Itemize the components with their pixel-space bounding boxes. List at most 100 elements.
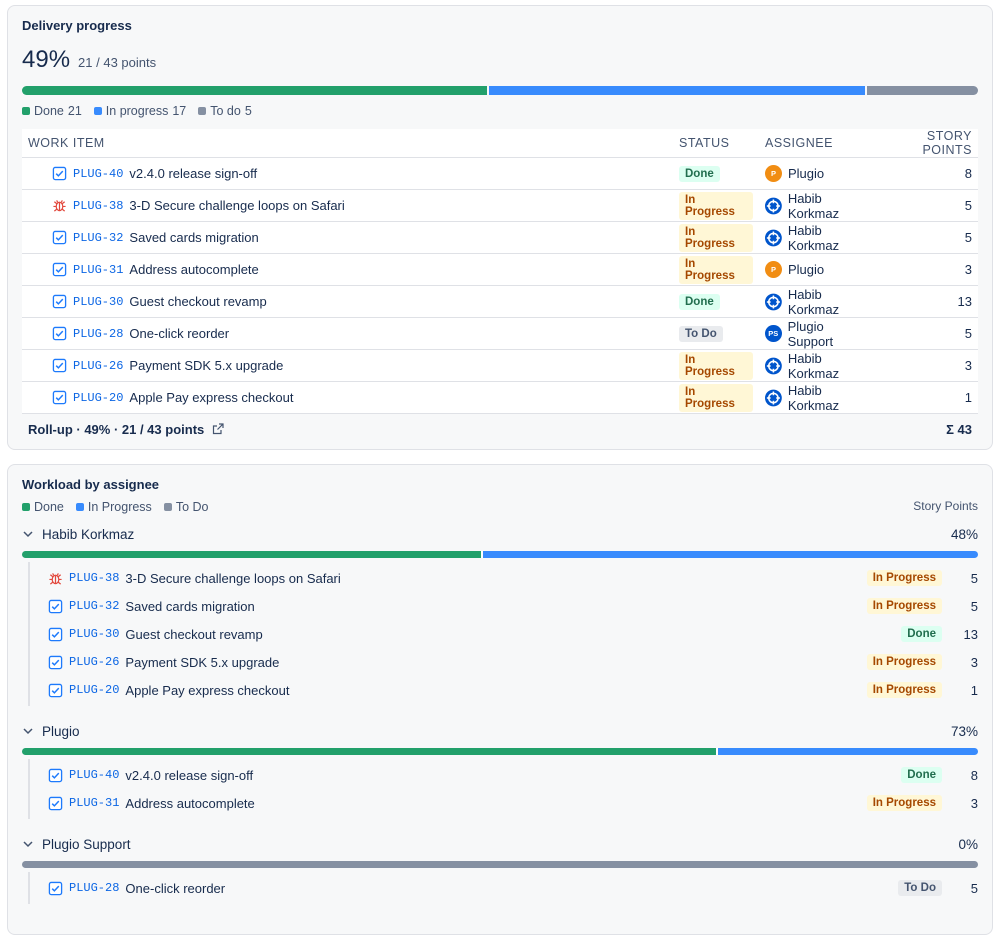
- legend-item: To Do: [163, 500, 208, 514]
- assignee: P Plugio: [765, 165, 871, 182]
- status-badge: In Progress: [679, 223, 753, 252]
- issue-key[interactable]: PLUG-28: [73, 326, 124, 341]
- group-header[interactable]: Habib Korkmaz 48%: [22, 523, 978, 545]
- issue-key[interactable]: PLUG-26: [69, 655, 120, 669]
- group-header[interactable]: Plugio 73%: [22, 720, 978, 742]
- issue-key[interactable]: PLUG-20: [73, 390, 124, 405]
- rollup[interactable]: Roll-up · 49% · 21 / 43 points: [22, 413, 877, 446]
- summary: One-click reorder: [129, 326, 230, 341]
- task-icon: [52, 262, 67, 277]
- assignee-group: Plugio Support 0% PLUG-28 One-click reorder…: [22, 833, 978, 904]
- issue-key[interactable]: PLUG-31: [73, 262, 124, 277]
- story-points: 3: [970, 795, 978, 811]
- issue-key[interactable]: PLUG-28: [69, 881, 120, 895]
- group-item[interactable]: PLUG-40 v2.4.0 release sign-off Done 8: [30, 761, 978, 789]
- issue-key[interactable]: PLUG-32: [73, 230, 124, 245]
- chevron[interactable]: [22, 838, 34, 850]
- assignee-name: Habib Korkmaz: [787, 222, 840, 253]
- summary: Saved cards migration: [125, 598, 255, 614]
- status-badge: In Progress: [866, 795, 942, 811]
- legend: Done 21 In progress 17 To do 5: [22, 103, 978, 119]
- story-points: 13: [963, 626, 978, 642]
- task-icon: [48, 768, 63, 782]
- assignee-cell: P Plugio: [759, 157, 877, 190]
- group-item[interactable]: PLUG-28 One-click reorder To Do 5: [30, 874, 978, 902]
- group-item[interactable]: PLUG-20 Apple Pay express checkout In Prog…: [30, 676, 978, 704]
- status-badge: In Progress: [679, 383, 753, 412]
- group-item[interactable]: PLUG-38 3-D Secure challenge loops on Saf…: [30, 564, 978, 592]
- work-item-cell: PLUG-31 Address autocomplete: [22, 253, 673, 286]
- column-header: WORK ITEM: [22, 129, 673, 158]
- table-row[interactable]: PLUG-26 Payment SDK 5.x upgrade In Progres…: [22, 349, 978, 382]
- group-item[interactable]: PLUG-32 Saved cards migration In Progress 5: [30, 592, 978, 620]
- issue-key[interactable]: PLUG-32: [69, 599, 120, 613]
- issue-key[interactable]: PLUG-40: [69, 768, 120, 782]
- summary: v2.4.0 release sign-off: [125, 767, 254, 783]
- table-row[interactable]: PLUG-31 Address autocomplete In Progress P P…: [22, 253, 978, 286]
- table-row[interactable]: PLUG-38 3-D Secure challenge loops on Saf…: [22, 189, 978, 222]
- issue-key[interactable]: PLUG-40: [73, 166, 124, 181]
- work-item-cell: PLUG-40 v2.4.0 release sign-off: [22, 157, 673, 190]
- legend-swatch: [22, 107, 30, 115]
- task-icon: [48, 796, 63, 810]
- bar-segment: [22, 861, 978, 868]
- status-badge: To Do: [679, 326, 723, 342]
- issue-key[interactable]: PLUG-30: [69, 627, 120, 641]
- legend-label: In progress: [105, 104, 169, 118]
- issue-key[interactable]: PLUG-26: [73, 358, 124, 373]
- status-badge: In Progress: [866, 682, 942, 698]
- chevron[interactable]: [22, 528, 34, 540]
- legend-value: 21: [67, 104, 82, 118]
- column-header: ASSIGNEE: [759, 129, 877, 158]
- summary: Apple Pay express checkout: [129, 390, 294, 405]
- task-icon: [52, 230, 67, 245]
- points-label: Story Points: [913, 499, 978, 513]
- task-icon: [52, 294, 67, 309]
- table-row[interactable]: PLUG-32 Saved cards migration In Progress H…: [22, 221, 978, 254]
- story-points: 5: [876, 317, 978, 350]
- summary: 3-D Secure challenge loops on Safari: [129, 198, 345, 213]
- work-item-cell: PLUG-30 Guest checkout revamp: [22, 285, 673, 318]
- column-header: STORY POINTS: [876, 129, 978, 158]
- chevron[interactable]: [22, 725, 34, 737]
- group-item[interactable]: PLUG-30 Guest checkout revamp Done 13: [30, 620, 978, 648]
- story-points: 5: [970, 570, 978, 586]
- status-cell: Done: [673, 157, 759, 190]
- work-item-cell: PLUG-32 Saved cards migration: [22, 221, 673, 254]
- work-item: PLUG-38 3-D Secure challenge loops on Saf…: [28, 198, 667, 213]
- assignee-name: Habib Korkmaz: [787, 286, 840, 317]
- avatar: PS: [765, 325, 782, 342]
- assignee: PS Plugio Support: [765, 319, 871, 349]
- work-item: PLUG-20 Apple Pay express checkout: [28, 390, 667, 405]
- table-row[interactable]: PLUG-30 Guest checkout revamp Done Habib Ko…: [22, 285, 978, 318]
- group-header[interactable]: Plugio Support 0%: [22, 833, 978, 855]
- summary: Payment SDK 5.x upgrade: [129, 358, 284, 373]
- issue-key[interactable]: PLUG-31: [69, 796, 120, 810]
- issue-key[interactable]: PLUG-30: [73, 294, 124, 309]
- summary: One-click reorder: [125, 880, 226, 896]
- status-cell: In Progress: [673, 381, 759, 414]
- status-badge: In Progress: [679, 351, 753, 380]
- issue-key[interactable]: PLUG-20: [69, 683, 120, 697]
- story-points: 1: [876, 381, 978, 414]
- summary: v2.4.0 release sign-off: [129, 166, 258, 181]
- story-points: 8: [970, 767, 978, 783]
- table-row[interactable]: PLUG-28 One-click reorder To Do PS Plugio Su…: [22, 317, 978, 350]
- legend-label: Done: [34, 104, 64, 118]
- table-row[interactable]: PLUG-40 v2.4.0 release sign-off Done P Plugi…: [22, 157, 978, 190]
- status-cell: In Progress: [673, 189, 759, 222]
- assignee-name: Habib Korkmaz: [787, 350, 840, 381]
- story-points: 3: [970, 654, 978, 670]
- group-items: PLUG-40 v2.4.0 release sign-off Done 8 PLUG-…: [28, 759, 978, 819]
- table-row[interactable]: PLUG-20 Apple Pay express checkout In Prog…: [22, 381, 978, 414]
- group-item[interactable]: PLUG-31 Address autocomplete In Progress 3: [30, 789, 978, 817]
- group-item[interactable]: PLUG-26 Payment SDK 5.x upgrade In Progres…: [30, 648, 978, 676]
- work-item: PLUG-30 Guest checkout revamp: [28, 294, 667, 309]
- panel-title: Workload by assignee: [22, 477, 160, 492]
- status-badge: In Progress: [866, 598, 942, 614]
- issue-key[interactable]: PLUG-38: [73, 198, 124, 213]
- bar-segment: [22, 748, 716, 755]
- story-points: 5: [970, 880, 978, 896]
- issue-key[interactable]: PLUG-38: [69, 571, 120, 585]
